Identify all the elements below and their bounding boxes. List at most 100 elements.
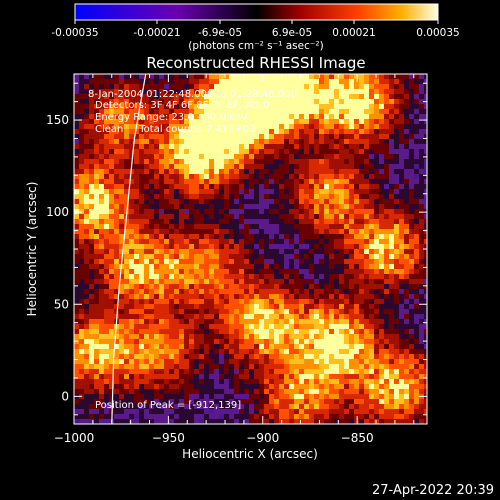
heatmap-cell [79,309,84,314]
heatmap-cell [269,84,274,89]
heatmap-cell [274,199,279,204]
heatmap-cell [219,279,224,284]
heatmap-cell [114,364,119,369]
heatmap-cell [264,329,269,334]
heatmap-cell [419,349,424,354]
heatmap-cell [299,324,304,329]
heatmap-cell [184,394,189,399]
heatmap-cell [369,284,374,289]
heatmap-cell [264,134,269,139]
heatmap-cell [214,389,219,394]
heatmap-cell [379,414,384,419]
heatmap-cell [369,254,374,259]
heatmap-cell [304,209,309,214]
heatmap-cell [294,244,299,249]
heatmap-cell [299,404,304,409]
heatmap-cell [209,289,214,294]
heatmap-cell [199,384,204,389]
heatmap-cell [214,239,219,244]
heatmap-cell [374,359,379,364]
heatmap-cell [264,164,269,169]
heatmap-cell [124,144,129,149]
heatmap-cell [174,279,179,284]
heatmap-cell [354,329,359,334]
heatmap-cell [119,109,124,114]
heatmap-cell [414,319,419,324]
heatmap-cell [129,294,134,299]
heatmap-cell [344,134,349,139]
heatmap-cell [379,114,384,119]
heatmap-cell [79,239,84,244]
heatmap-cell [374,169,379,174]
heatmap-cell [414,329,419,334]
heatmap-cell [119,324,124,329]
heatmap-cell [84,294,89,299]
heatmap-cell [224,384,229,389]
heatmap-cell [304,409,309,414]
heatmap-cell [229,279,234,284]
heatmap-cell [254,349,259,354]
heatmap-cell [99,249,104,254]
heatmap-cell [74,409,79,414]
heatmap-cell [294,169,299,174]
heatmap-cell [369,114,374,119]
heatmap-cell [319,169,324,174]
heatmap-cell [359,389,364,394]
heatmap-cell [299,294,304,299]
heatmap-cell [104,239,109,244]
heatmap-cell [154,129,159,134]
heatmap-cell [184,294,189,299]
heatmap-cell [129,224,134,229]
heatmap-cell [269,369,274,374]
heatmap-cell [334,234,339,239]
heatmap-cell [424,219,427,224]
heatmap-cell [239,284,244,289]
heatmap-cell [209,144,214,149]
heatmap-cell [169,314,174,319]
heatmap-cell [294,269,299,274]
heatmap-cell [159,419,164,424]
heatmap-cell [164,259,169,264]
heatmap-cell [294,194,299,199]
heatmap-cell [114,134,119,139]
heatmap-cell [349,169,354,174]
heatmap-cell [299,344,304,349]
heatmap-cell [204,304,209,309]
heatmap-cell [329,224,334,229]
heatmap-cell [329,234,334,239]
heatmap-cell [79,224,84,229]
heatmap-cell [154,239,159,244]
heatmap-cell [229,254,234,259]
heatmap-cell [129,414,134,419]
heatmap-cell [234,104,239,109]
heatmap-cell [384,94,389,99]
heatmap-cell [279,344,284,349]
heatmap-cell [344,119,349,124]
heatmap-cell [364,139,369,144]
heatmap-cell [254,259,259,264]
heatmap-cell [369,84,374,89]
heatmap-cell [199,159,204,164]
heatmap-cell [304,259,309,264]
heatmap-cell [124,89,129,94]
heatmap-cell [179,204,184,209]
heatmap-cell [279,384,284,389]
heatmap-cell [324,139,329,144]
heatmap-cell [289,114,294,119]
heatmap-cell [359,129,364,134]
heatmap-cell [364,159,369,164]
heatmap-cell [159,99,164,104]
heatmap-cell [309,389,314,394]
heatmap-cell [239,364,244,369]
heatmap-cell [119,124,124,129]
heatmap-cell [314,289,319,294]
heatmap-cell [399,299,404,304]
heatmap-cell [394,359,399,364]
heatmap-cell [339,149,344,154]
heatmap-cell [289,259,294,264]
heatmap-cell [139,324,144,329]
heatmap-cell [124,284,129,289]
heatmap-cell [404,134,409,139]
heatmap-cell [304,269,309,274]
heatmap-cell [394,384,399,389]
